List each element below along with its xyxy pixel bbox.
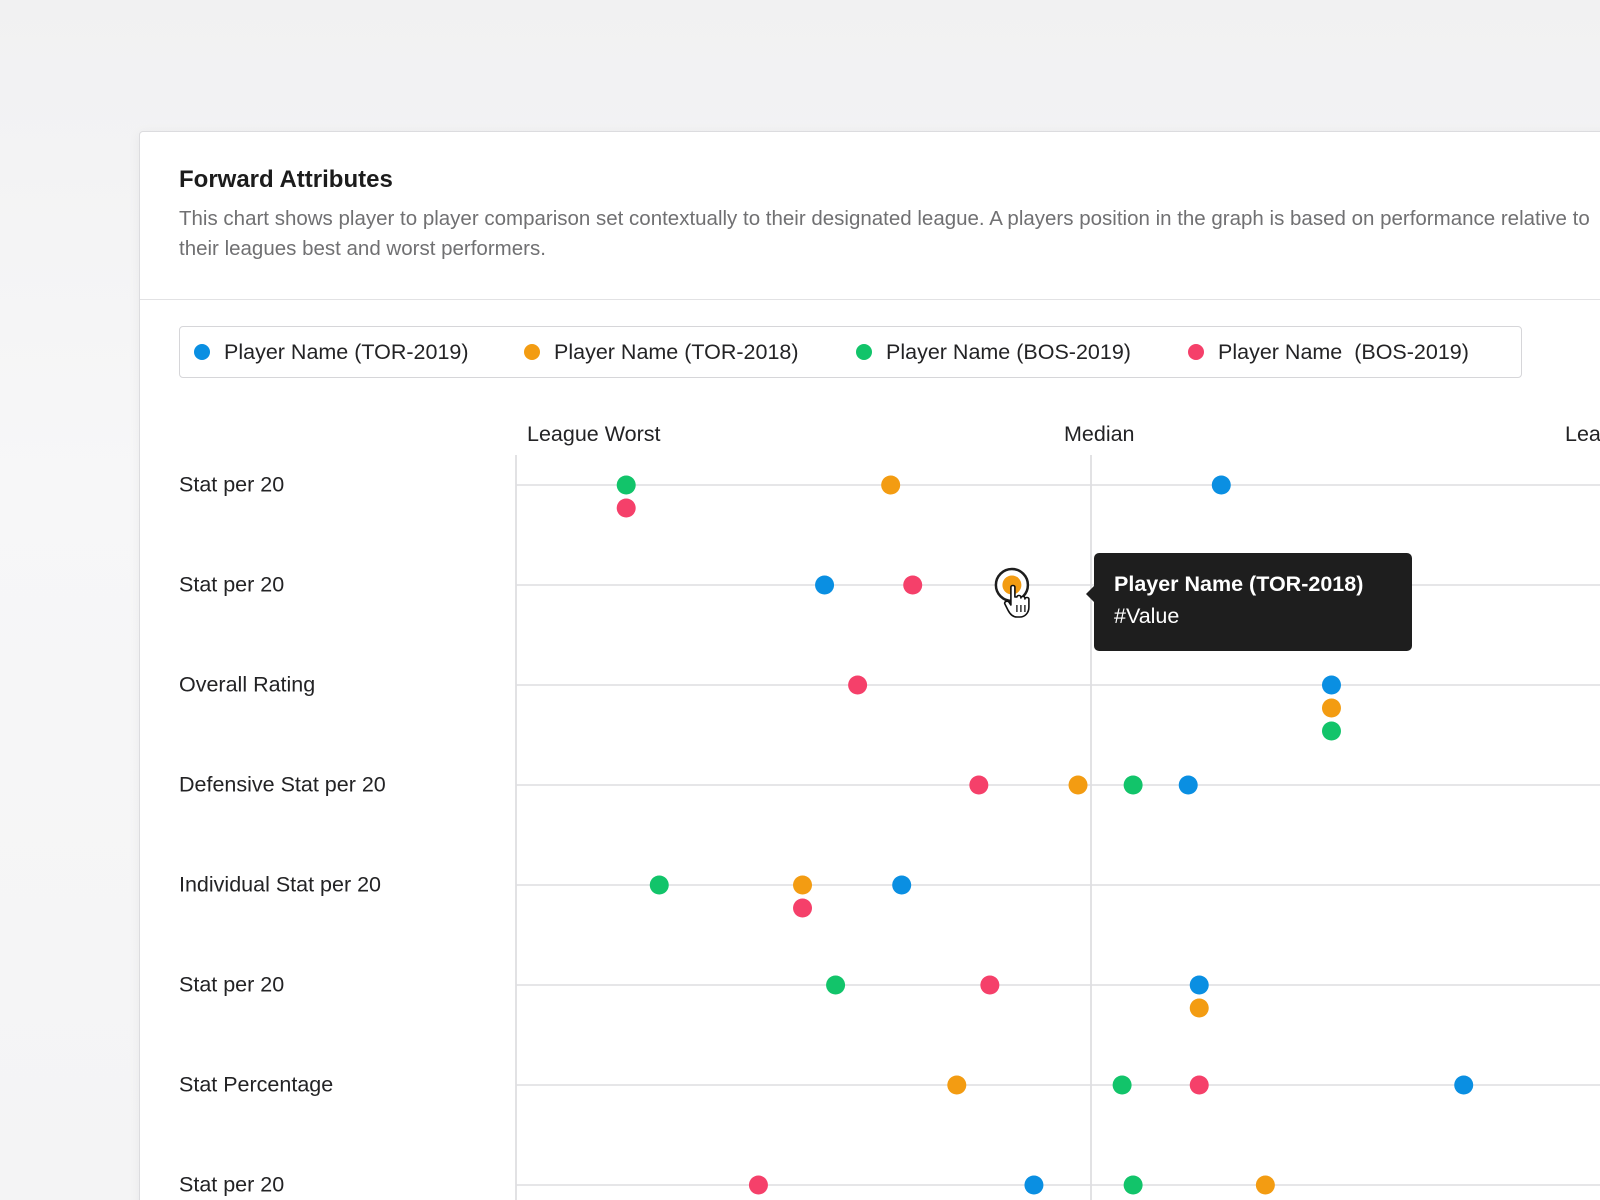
data-point[interactable] — [1024, 1175, 1044, 1195]
card-header: Forward Attributes This chart shows play… — [140, 132, 1600, 300]
chart-description: This chart shows player to player compar… — [179, 207, 1590, 260]
legend-dot — [194, 344, 210, 360]
scale-label-league-worst: League Worst — [527, 422, 661, 446]
data-point[interactable] — [1189, 998, 1209, 1018]
data-point[interactable] — [1068, 775, 1088, 795]
row-label: Stat per 20 — [179, 972, 285, 997]
tooltip-value: #Value — [1114, 604, 1180, 628]
data-point[interactable] — [1189, 975, 1209, 995]
data-point[interactable] — [1255, 1175, 1275, 1195]
data-point[interactable] — [1178, 775, 1198, 795]
data-point[interactable] — [1321, 675, 1341, 695]
data-point[interactable] — [848, 675, 868, 695]
data-point[interactable] — [1321, 698, 1341, 718]
data-point[interactable] — [1189, 1075, 1209, 1095]
legend-label: Player Name (BOS-2019) — [1218, 339, 1469, 364]
chart-title: Forward Attributes — [179, 166, 393, 193]
data-point[interactable] — [1112, 1075, 1132, 1095]
data-point[interactable] — [980, 975, 1000, 995]
scale-label-league-best: Lea — [1565, 422, 1600, 446]
tooltip: Player Name (TOR-2018) #Value — [1086, 553, 1412, 651]
data-point[interactable] — [793, 898, 813, 918]
data-point[interactable] — [881, 475, 901, 495]
data-point[interactable] — [826, 975, 846, 995]
row-label: Stat Percentage — [179, 1072, 334, 1097]
data-point[interactable] — [969, 775, 989, 795]
legend-dot — [856, 344, 872, 360]
data-point[interactable] — [1123, 775, 1143, 795]
legend-item-bos-2019-alt[interactable]: Player Name (BOS-2019) — [1188, 327, 1469, 377]
scale-label-median: Median — [1064, 422, 1135, 446]
legend-label: Player Name (TOR-2018) — [554, 339, 799, 364]
data-point[interactable] — [892, 875, 912, 895]
legend-dot — [1188, 344, 1204, 360]
legend-label: Player Name (TOR-2019) — [224, 339, 469, 364]
data-point[interactable] — [815, 575, 835, 595]
legend-item-bos-2019[interactable]: Player Name (BOS-2019) — [856, 327, 1131, 377]
legend-dot — [524, 344, 540, 360]
data-point[interactable] — [616, 475, 636, 495]
data-point[interactable] — [947, 1075, 967, 1095]
row-label: Individual Stat per 20 — [179, 872, 381, 897]
row-label: Stat per 20 — [179, 472, 285, 497]
row-label: Stat per 20 — [179, 572, 285, 597]
chart-card: Forward Attributes This chart shows play… — [139, 131, 1600, 1200]
tooltip-title: Player Name (TOR-2018) — [1114, 572, 1364, 596]
data-point[interactable] — [1454, 1075, 1474, 1095]
row-label: Overall Rating — [179, 672, 316, 697]
data-point[interactable] — [903, 575, 923, 595]
data-point[interactable] — [1211, 475, 1231, 495]
hand-cursor-icon — [1003, 584, 1030, 618]
legend-label: Player Name (BOS-2019) — [886, 339, 1131, 364]
data-point[interactable] — [1123, 1175, 1143, 1195]
data-point[interactable] — [793, 875, 813, 895]
legend: Player Name (TOR-2019) Player Name (TOR-… — [179, 326, 1522, 378]
legend-item-tor-2019[interactable]: Player Name (TOR-2019) — [194, 327, 469, 377]
dot-plot — [515, 455, 1600, 1200]
row-label: Defensive Stat per 20 — [179, 772, 386, 797]
data-point[interactable] — [649, 875, 669, 895]
legend-item-tor-2018[interactable]: Player Name (TOR-2018) — [524, 327, 799, 377]
data-point[interactable] — [748, 1175, 768, 1195]
data-point[interactable] — [1321, 721, 1341, 741]
row-label: Stat per 20 — [179, 1172, 285, 1197]
data-point[interactable] — [616, 498, 636, 518]
